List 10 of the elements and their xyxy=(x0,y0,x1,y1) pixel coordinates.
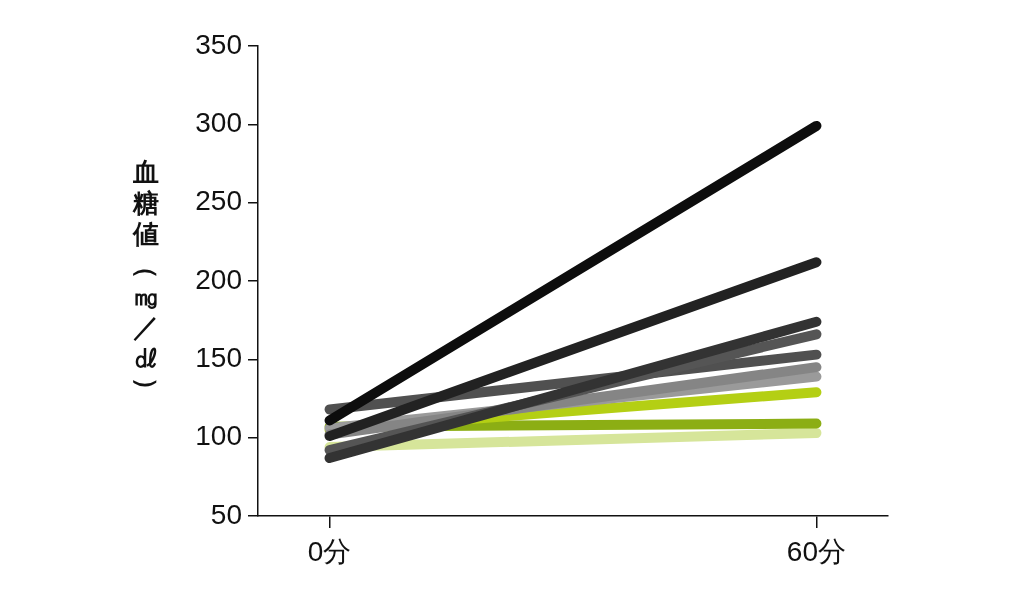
x-tick-label: 0分 xyxy=(307,535,352,567)
y-tick-label: 50 xyxy=(210,498,242,530)
y-tick-label: 250 xyxy=(195,185,242,217)
x-tick-label: 60分 xyxy=(786,535,847,567)
y-tick-label: 200 xyxy=(195,263,242,295)
y-tick-label: 350 xyxy=(195,28,242,60)
y-tick-label: 300 xyxy=(195,107,242,139)
y-tick-label: 150 xyxy=(195,342,242,374)
y-tick-label: 100 xyxy=(195,420,242,452)
y-axis-title: 血糖値（㎎／㎗） xyxy=(130,157,162,403)
